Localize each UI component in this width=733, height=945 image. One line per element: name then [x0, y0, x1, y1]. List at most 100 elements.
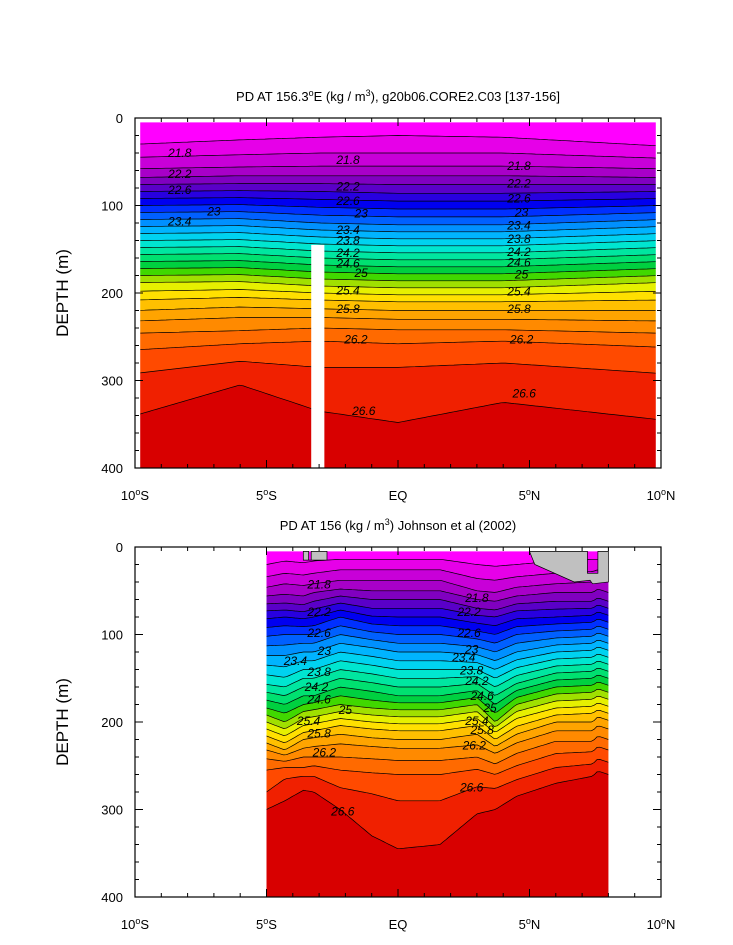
y-tick-label: 200	[101, 286, 123, 301]
contour-label: 23	[354, 206, 369, 220]
contour-label: 23	[317, 644, 332, 658]
contour-line-24.6	[266, 681, 609, 714]
contour-label-group: 26.6	[512, 387, 537, 401]
contour-label: 26.2	[312, 746, 337, 760]
contour-label: 25	[514, 268, 529, 282]
contour-label-group: 26.6	[351, 404, 376, 418]
contour-label: 25	[354, 266, 369, 280]
contour-label-group: 25.4	[296, 714, 321, 728]
contour-line-21.4	[140, 135, 656, 147]
contour-label-group: 25.8	[469, 723, 494, 737]
contour-label: 25	[338, 703, 353, 717]
contour-line-26.2	[266, 746, 609, 775]
contour-label-group: 24.6	[306, 692, 331, 706]
contour-label: 23.8	[306, 665, 331, 679]
contour-label-group: 25.8	[335, 302, 360, 316]
y-axis-title: DEPTH (m)	[53, 249, 72, 337]
contour-line-21.8	[266, 579, 609, 593]
contour-label-group: 26.6	[330, 804, 355, 818]
x-tick-label: EQ	[389, 917, 408, 932]
contour-label: 25.4	[296, 714, 321, 728]
contour-label-group: 21.8	[335, 153, 360, 167]
contour-label-group: 24.6	[506, 255, 531, 269]
y-tick-label: 100	[101, 628, 123, 643]
contour-label: 22.2	[456, 605, 481, 619]
contour-line-22.2	[266, 595, 609, 611]
contour-label-group: 26.2	[343, 332, 368, 346]
y-tick-label: 0	[116, 111, 123, 126]
contour-line-24.4	[140, 260, 656, 268]
contour-label-group: 22.2	[167, 167, 192, 181]
contour-label: 25.8	[335, 302, 360, 316]
contour-label-group: 24.2	[506, 245, 531, 259]
contour-line-24	[266, 660, 609, 688]
contour-line-24.2	[266, 667, 609, 696]
contour-line-25.2	[266, 702, 609, 736]
contour-label: 22.6	[167, 183, 192, 197]
contour-line-26.2	[140, 340, 656, 350]
contour-line-23.4	[266, 639, 609, 661]
contour-label: 21.8	[506, 159, 531, 173]
contour-line-26.4	[140, 361, 656, 374]
contour-label-group: 23.8	[306, 665, 331, 679]
contour-label-group: 22.2	[335, 179, 360, 193]
top-panel: 21.822.222.62323.421.822.222.62323.423.8…	[53, 88, 675, 503]
contour-label-group: 22.6	[506, 192, 531, 206]
contour-label-group: 23.4	[283, 654, 308, 668]
contour-label: 23	[464, 642, 479, 656]
contour-label: 23	[206, 205, 221, 219]
contour-line-22	[140, 175, 656, 178]
contour-label: 23.4	[506, 219, 531, 233]
contour-line-23	[266, 625, 609, 644]
contour-line-22.4	[266, 602, 609, 618]
contour-label-group: 23	[354, 206, 369, 220]
contour-label: 26.2	[343, 332, 368, 346]
contour-label: 26.6	[512, 387, 537, 401]
contour-label: 21.8	[464, 591, 489, 605]
contour-label-group: 21.8	[464, 591, 489, 605]
contour-label-group: 21.8	[167, 146, 192, 160]
contour-line-23.2	[266, 632, 609, 653]
contour-label: 25.4	[464, 714, 489, 728]
contour-label: 23.8	[335, 234, 360, 248]
contour-label-group: 25	[514, 268, 529, 282]
contour-label-group: 23.4	[506, 219, 531, 233]
contour-line-22.4	[140, 190, 656, 194]
contour-line-23	[140, 211, 656, 218]
y-tick-label: 0	[116, 540, 123, 555]
contour-line-26	[140, 327, 656, 334]
contour-label-group: 25.4	[506, 284, 531, 298]
contour-line-26	[266, 736, 609, 765]
contour-label-group: 25	[338, 703, 353, 717]
y-tick-label: 400	[101, 890, 123, 905]
contour-line-21.6	[266, 569, 609, 581]
contour-line-23.4	[140, 225, 656, 233]
contour-label-group: 23	[464, 642, 479, 656]
contour-label: 24.2	[304, 680, 329, 694]
contour-label: 21.8	[167, 146, 192, 160]
contour-label: 25	[482, 701, 497, 715]
contour-label-group: 25.4	[335, 283, 360, 297]
contour-line-21.6	[140, 152, 656, 159]
contour-label-group: 24.2	[335, 246, 360, 260]
y-tick-label: 300	[101, 374, 123, 389]
x-tick-label: 5oN	[519, 916, 541, 932]
contour-line-22.8	[266, 616, 609, 635]
contour-line-23.8	[140, 239, 656, 247]
contour-line-24.8	[266, 688, 609, 722]
x-tick-label: 10oN	[647, 487, 676, 503]
contour-label: 25.8	[469, 723, 494, 737]
contour-label-group: 25.4	[464, 714, 489, 728]
contour-label-group: 26.2	[462, 739, 487, 753]
panel-title: PD AT 156.3oE (kg / m3), g20b06.CORE2.C0…	[236, 88, 560, 104]
contour-label-group: 23.8	[506, 232, 531, 246]
contour-label-group: 24.6	[469, 689, 494, 703]
contour-line-23.6	[140, 232, 656, 240]
contour-line-22.2	[140, 183, 656, 185]
contour-label-group: 26.2	[312, 746, 337, 760]
contour-line-24.8	[140, 274, 656, 282]
contour-label-group: 25	[354, 266, 369, 280]
contour-label-group: 21.8	[506, 159, 531, 173]
x-tick-label: 10oS	[121, 487, 149, 503]
